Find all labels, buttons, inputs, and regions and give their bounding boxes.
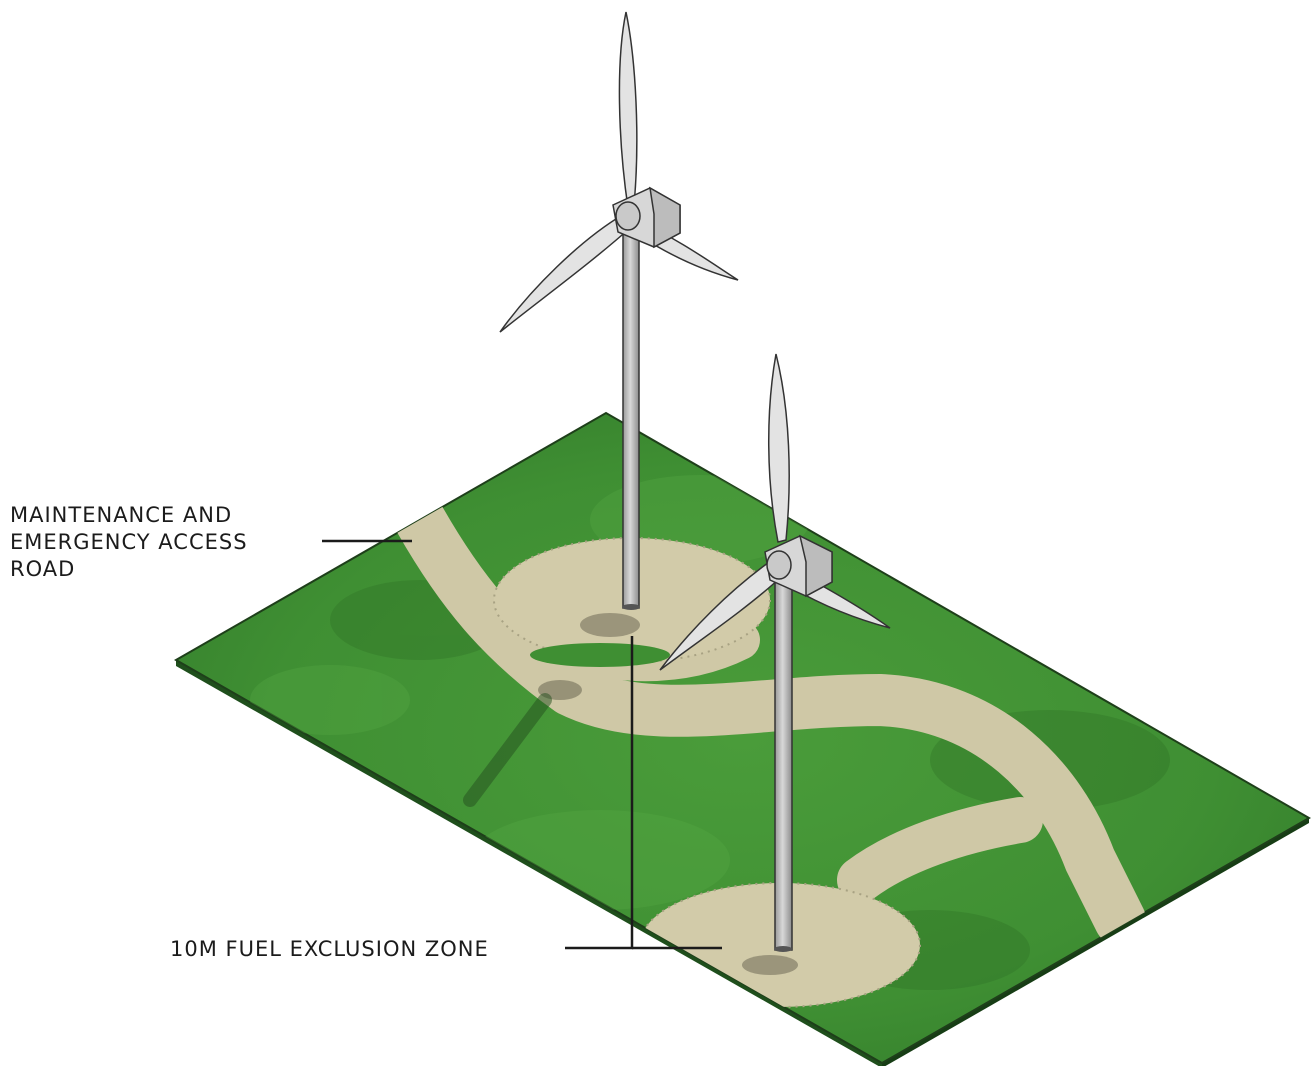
turbine-blade [618, 11, 638, 210]
grass-island-upper [530, 643, 670, 667]
road-callout-label: MAINTENANCE AND EMERGENCY ACCESS ROAD [10, 502, 320, 583]
wind-turbine-front [659, 353, 891, 952]
road-branch-lower [837, 797, 1043, 903]
exclusion-zone-callout-label: 10M FUEL EXCLUSION ZONE [170, 937, 489, 961]
access-road [394, 494, 1146, 946]
turbine-blade [768, 353, 790, 543]
wind-turbine-rear [499, 11, 739, 610]
turbine-hub [766, 550, 792, 580]
road-label-line-1: MAINTENANCE AND [10, 503, 233, 527]
turbine-tower [774, 574, 793, 951]
turbine-blade [499, 212, 631, 333]
turbine-tower [622, 224, 640, 609]
road-label-line-3: ROAD [10, 557, 76, 581]
turbine-hub [615, 201, 641, 231]
turbine-blade [659, 558, 781, 671]
callout-leaders [322, 539, 722, 950]
road-label-line-2: EMERGENCY ACCESS [10, 530, 248, 554]
